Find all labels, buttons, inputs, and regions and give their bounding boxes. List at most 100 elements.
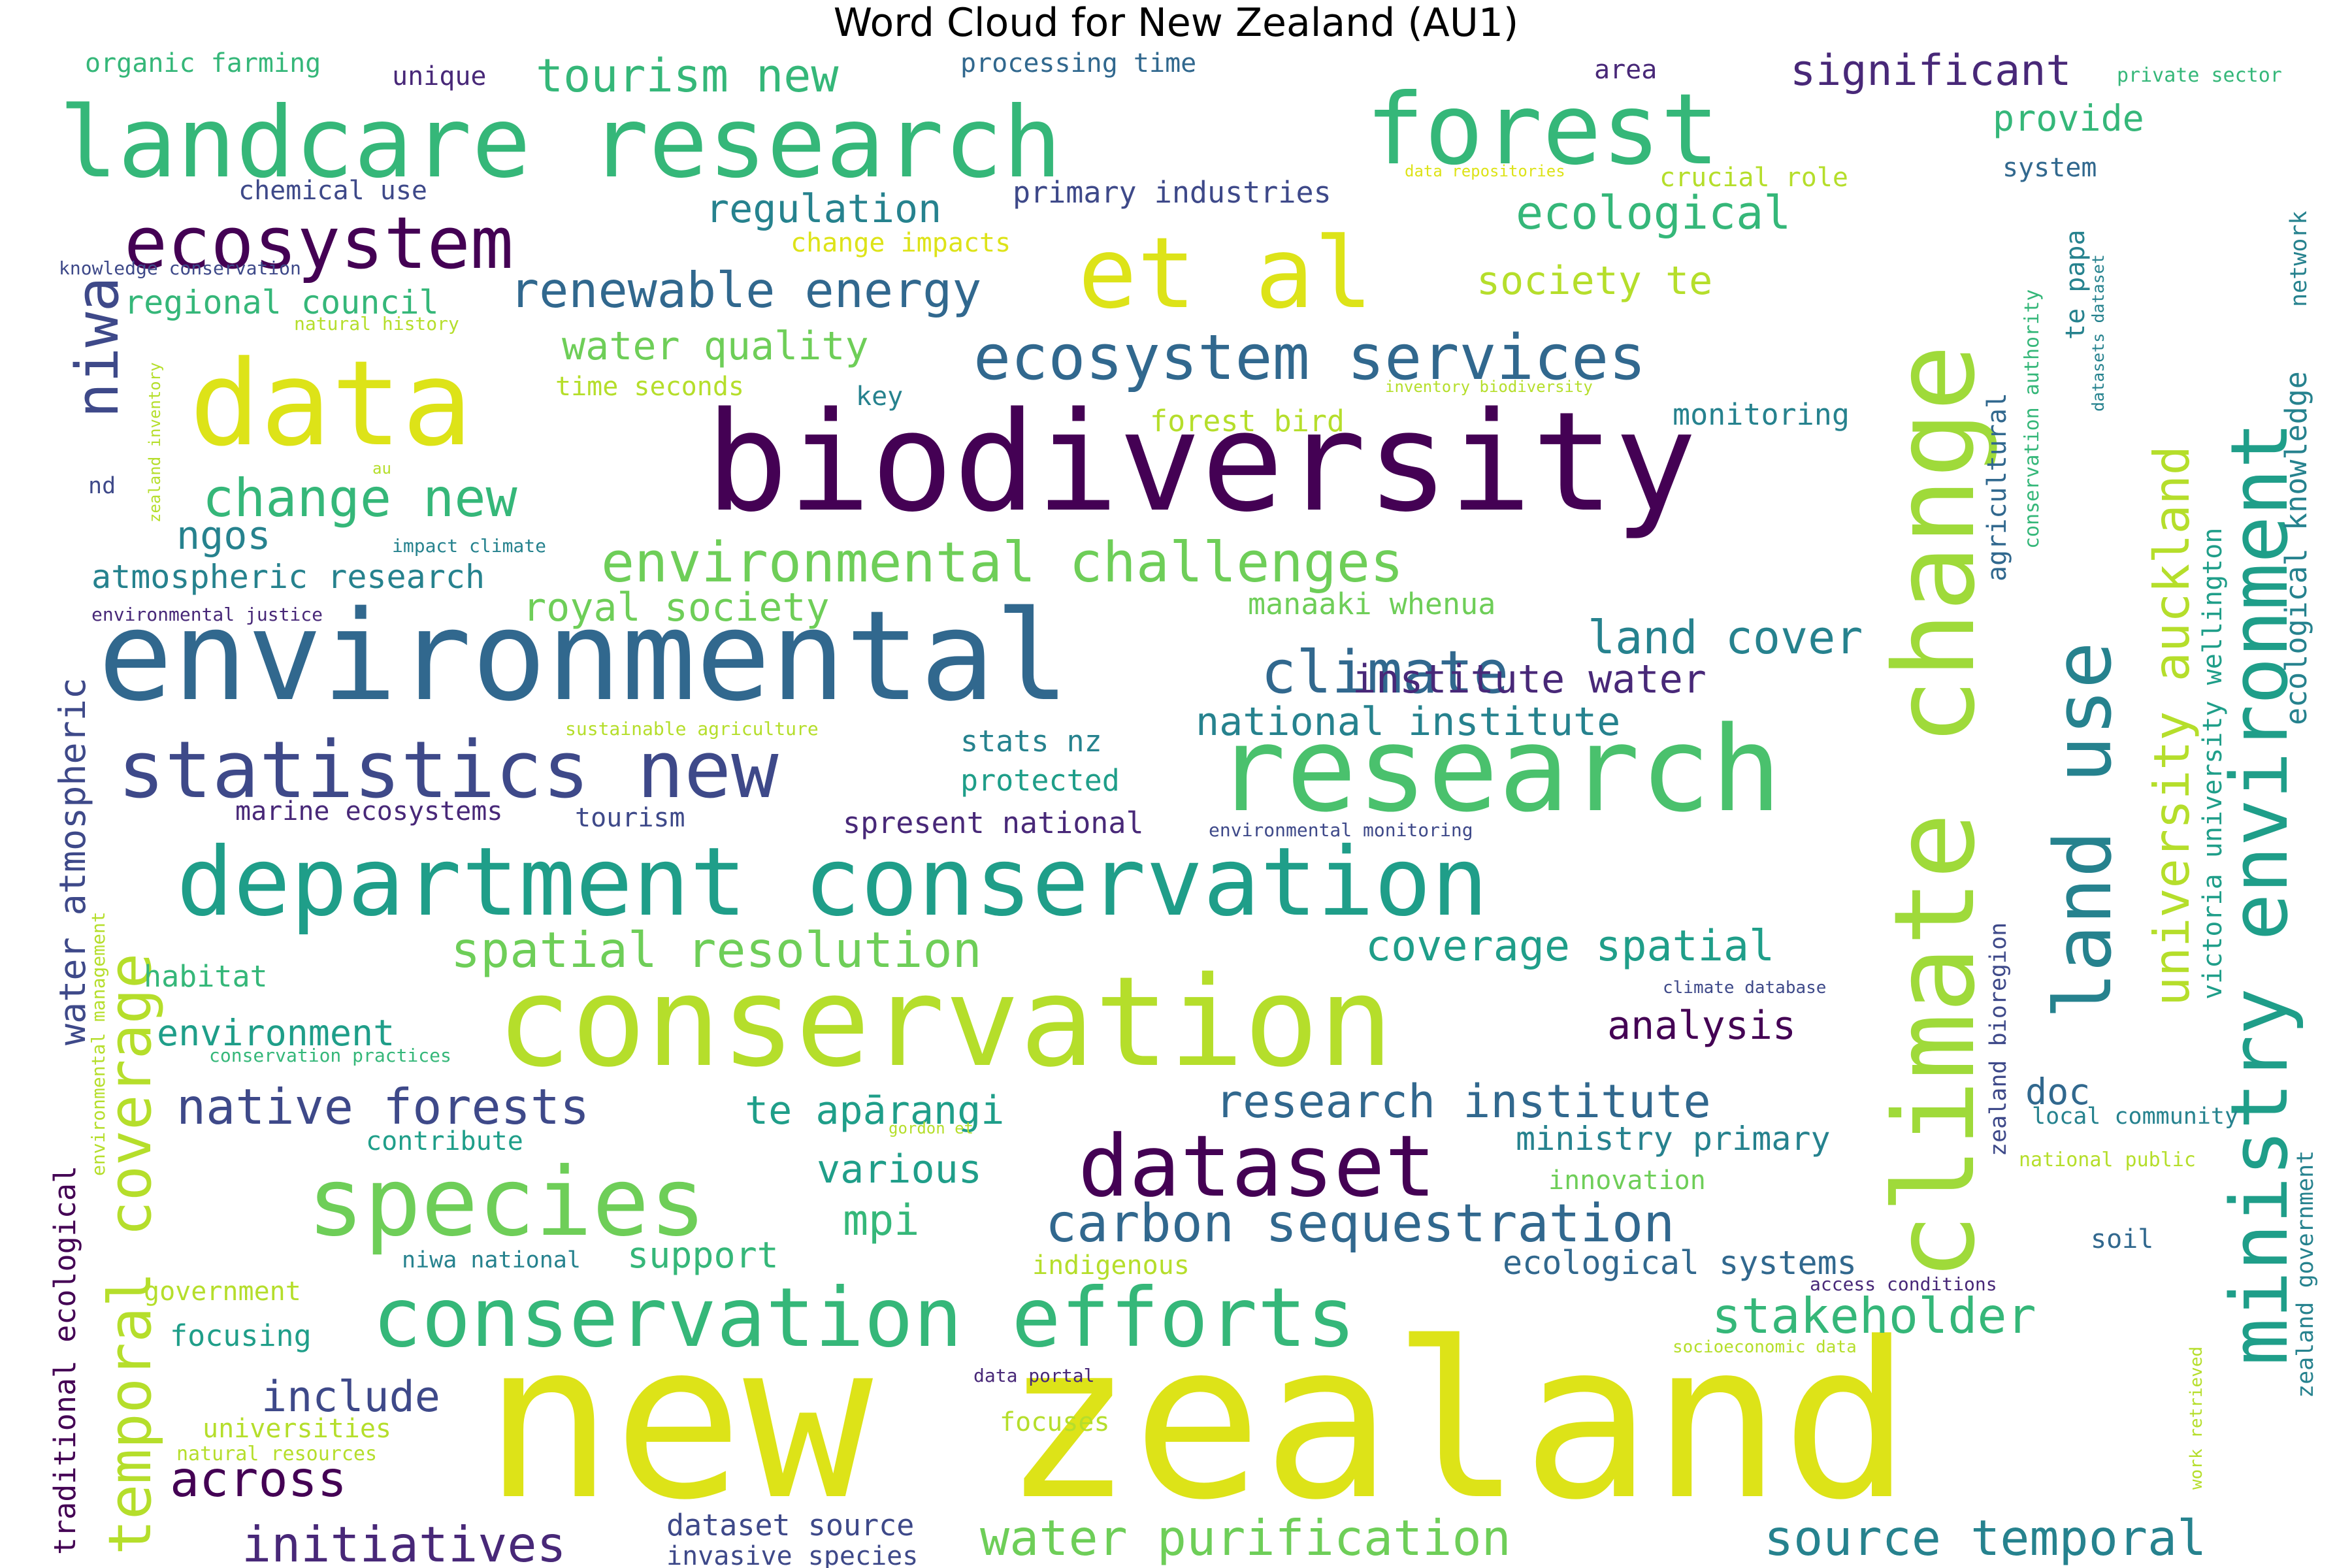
word-landcare-research: landcare research	[59, 86, 1062, 200]
word-renewable-energy: renewable energy	[510, 261, 981, 319]
word-support: support	[627, 1234, 779, 1276]
word-dataset-source: dataset source	[666, 1508, 914, 1543]
word-ecological-knowledge: ecological knowledge	[2279, 371, 2313, 725]
word-focuses: focuses	[1000, 1407, 1110, 1437]
word-innovation: innovation	[1548, 1166, 1706, 1196]
word-victoria-university-wellington: victoria university wellington	[2198, 528, 2228, 1000]
word-crucial-role: crucial role	[1659, 163, 1848, 193]
chart-title: Word Cloud for New Zealand (AU1)	[833, 0, 1519, 46]
word-contribute: contribute	[366, 1126, 523, 1156]
word-network: network	[2286, 210, 2312, 307]
word-zealand-inventory: zealand inventory	[146, 362, 164, 523]
word-ecosystem-services: ecosystem services	[973, 322, 1646, 394]
word-manaaki-whenua: manaaki whenua	[1248, 587, 1495, 621]
word-climate: climate	[1261, 638, 1509, 707]
word-spresent-national: spresent national	[843, 806, 1144, 840]
word-initiatives: initiatives	[242, 1516, 566, 1568]
word-regulation: regulation	[706, 186, 941, 232]
word-sustainable-agriculture: sustainable agriculture	[565, 718, 819, 740]
word-biodiversity: biodiversity	[706, 382, 1697, 542]
word-focusing: focusing	[170, 1318, 312, 1353]
word-conservation-authority: conservation authority	[2021, 289, 2044, 549]
word-universities: universities	[203, 1414, 391, 1444]
word-mpi: mpi	[843, 1196, 919, 1245]
word-conservation-practices: conservation practices	[209, 1045, 451, 1066]
word-environmental-management: environmental management	[88, 911, 109, 1176]
word-indigenous: indigenous	[1032, 1250, 1190, 1281]
word-ecological-systems: ecological systems	[1503, 1244, 1857, 1282]
word-access-conditions: access conditions	[1810, 1273, 1997, 1295]
word-monitoring: monitoring	[1673, 397, 1850, 432]
word-institute-water: institute water	[1352, 657, 1707, 702]
word-statistics-new: statistics new	[118, 725, 779, 816]
word-ecological: ecological	[1516, 186, 1791, 240]
word-coverage-spatial: coverage spatial	[1365, 922, 1774, 971]
word-climate-database: climate database	[1663, 978, 1826, 998]
word-atmospheric-research: atmospheric research	[91, 558, 485, 596]
word-soil: soil	[2091, 1224, 2153, 1254]
word-data: data	[189, 336, 472, 472]
word-university-auckland: university auckland	[2143, 446, 2200, 1006]
word-protected: protected	[960, 763, 1120, 798]
word-tourism-new: tourism new	[536, 49, 839, 103]
word-land-use: land use	[2038, 642, 2129, 1019]
word-include: include	[261, 1373, 440, 1422]
word-change-new: change new	[203, 468, 517, 529]
word-carbon-sequestration: carbon sequestration	[1045, 1193, 1674, 1254]
word-regional-council: regional council	[124, 284, 439, 321]
word-marine-ecosystems: marine ecosystems	[235, 796, 502, 826]
word-ministry-environment: ministry environment	[2215, 421, 2306, 1365]
word-conservation: conservation	[497, 950, 1394, 1094]
word-society-te: society te	[1477, 258, 1712, 304]
word-environment: environment	[157, 1012, 395, 1054]
word-gordon-et: gordon et	[889, 1119, 973, 1137]
word-knowledge-conservation: knowledge conservation	[59, 257, 301, 279]
word-niwa-national: niwa national	[402, 1247, 581, 1273]
word-niwa: niwa	[63, 276, 132, 418]
word-chemical-use: chemical use	[238, 176, 427, 206]
word-forest: forest	[1365, 73, 1720, 187]
word-change-impacts: change impacts	[791, 228, 1011, 258]
word-nd: nd	[88, 473, 116, 499]
word-et-al: et al	[1078, 217, 1373, 331]
word-te-apārangi: te apārangi	[745, 1088, 1004, 1134]
word-significant: significant	[1790, 46, 2071, 95]
word-land-cover: land cover	[1588, 611, 1863, 664]
word-au: au	[372, 459, 391, 478]
word-doc: doc	[2025, 1071, 2090, 1113]
word-natural-resources: natural resources	[176, 1443, 377, 1465]
word-national-institute: national institute	[1196, 699, 1620, 745]
word-stakeholder: stakeholder	[1712, 1287, 2036, 1345]
word-royal-society: royal society	[523, 585, 830, 630]
word-zealand-government: zealand government	[2293, 1151, 2319, 1398]
word-climate-change: climate change	[1870, 344, 2000, 1281]
word-inventory-biodiversity: inventory biodiversity	[1385, 378, 1593, 396]
word-work-retrieved: work retrieved	[2187, 1347, 2206, 1490]
word-processing-time: processing time	[960, 48, 1196, 78]
word-department-conservation: department conservation	[176, 827, 1488, 938]
word-environmental-justice: environmental justice	[91, 604, 323, 625]
word-various: various	[817, 1147, 982, 1192]
word-zealand-bioregion: zealand bioregion	[1985, 923, 2012, 1156]
word-unique: unique	[392, 61, 487, 91]
word-natural-history: natural history	[294, 313, 459, 335]
word-agricultural: agricultural	[1982, 393, 2012, 581]
word-analysis: analysis	[1607, 1003, 1796, 1049]
word-environmental-monitoring: environmental monitoring	[1209, 819, 1473, 841]
word-data-repositories: data repositories	[1405, 162, 1565, 180]
word-dataset: dataset	[1078, 1117, 1436, 1216]
word-system: system	[2002, 153, 2097, 183]
word-national-public: national public	[2019, 1149, 2196, 1171]
word-water-quality: water quality	[562, 323, 869, 369]
word-environmental-challenges: environmental challenges	[601, 531, 1403, 595]
word-stats-nz: stats nz	[960, 724, 1102, 759]
word-research-institute: research institute	[1215, 1075, 1711, 1128]
word-species: species	[307, 1147, 706, 1258]
word-key: key	[856, 382, 903, 412]
word-local-community: local community	[2032, 1103, 2238, 1130]
word-traditional-ecological: traditional ecological	[48, 1166, 82, 1555]
word-organic-farming: organic farming	[85, 48, 321, 78]
word-private-sector: private sector	[2117, 64, 2282, 87]
word-datasets-dataset: datasets dataset	[2089, 254, 2108, 412]
